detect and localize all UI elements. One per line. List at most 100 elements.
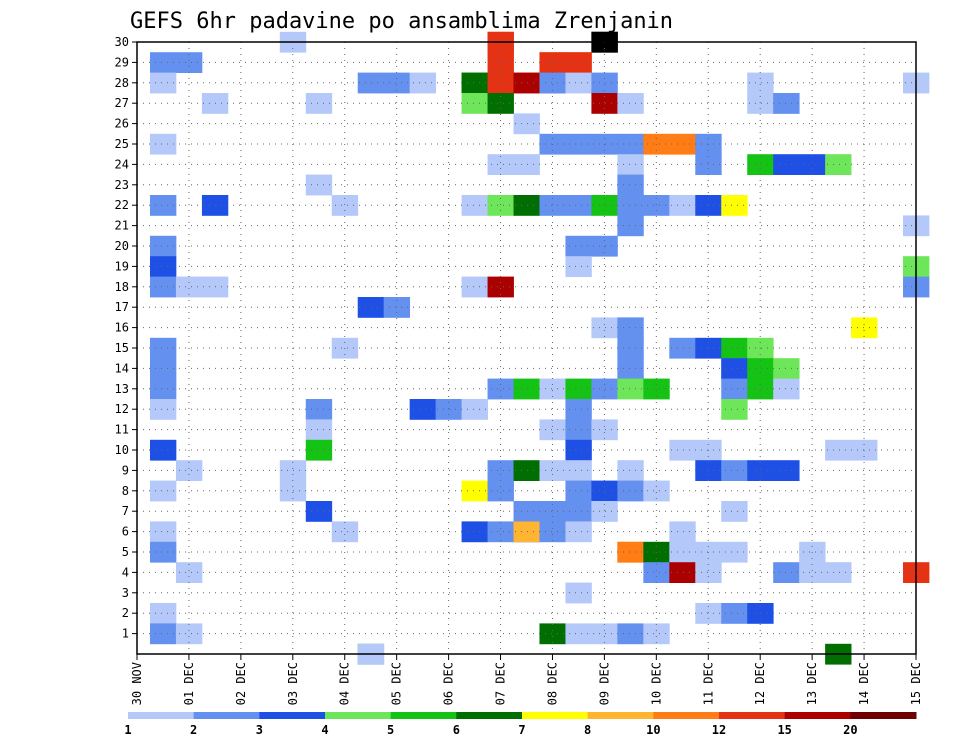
heatmap-cell — [383, 297, 411, 318]
y-tick-label: 12 — [115, 402, 129, 416]
heatmap-cell — [565, 399, 592, 420]
legend-swatch — [784, 712, 851, 719]
heatmap-cell — [539, 52, 566, 73]
y-tick-label: 16 — [115, 321, 129, 335]
heatmap-cell — [539, 521, 566, 543]
x-tick-label: 11 DEC — [701, 662, 715, 705]
heatmap-cell — [643, 562, 670, 583]
legend-label: 1 — [124, 723, 131, 737]
x-tick-label: 14 DEC — [857, 662, 871, 705]
heatmap-cell — [305, 439, 333, 461]
heatmap-cell — [149, 72, 177, 94]
heatmap-cell — [487, 378, 514, 400]
heatmap-cell — [565, 501, 592, 522]
y-tick-label: 20 — [115, 239, 129, 253]
heatmap-cell — [149, 480, 177, 502]
heatmap-cell — [149, 399, 177, 420]
y-tick-label: 18 — [115, 280, 129, 294]
heatmap-cell — [565, 52, 592, 73]
heatmap-cell — [513, 154, 540, 175]
heatmap-cell — [175, 52, 203, 73]
heatmap-cell — [305, 174, 333, 196]
heatmap-cell — [513, 521, 540, 543]
heatmap-cell — [591, 480, 618, 502]
x-tick-label: 30 NOV — [130, 662, 144, 705]
heatmap-cell — [643, 480, 670, 502]
heatmap-cell — [617, 317, 644, 339]
legend-swatch — [193, 712, 260, 719]
heatmap-cell — [539, 195, 566, 216]
heatmap-cell — [461, 276, 488, 298]
heatmap-cell — [851, 317, 878, 339]
heatmap-cell — [695, 154, 722, 175]
heatmap-cell — [149, 256, 177, 277]
heatmap-cell — [617, 215, 644, 237]
x-tick-label: 10 DEC — [649, 662, 663, 705]
heatmap-cell — [461, 93, 488, 114]
heatmap-cell — [331, 521, 359, 543]
grid-layer — [137, 42, 916, 654]
heatmap-cell — [539, 501, 566, 522]
heatmap-cell — [721, 603, 748, 624]
heatmap-cell — [591, 195, 618, 216]
legend-label: 20 — [843, 723, 857, 737]
legend-label: 4 — [321, 723, 328, 737]
heatmap-cell — [747, 603, 774, 624]
y-tick-label: 23 — [115, 178, 129, 192]
heatmap-cell — [695, 195, 722, 216]
heatmap-cell — [591, 93, 618, 114]
legend-swatch — [390, 712, 457, 719]
y-tick-label: 5 — [122, 545, 129, 559]
y-tick-label: 27 — [115, 96, 129, 110]
heatmap-cell — [669, 337, 696, 359]
heatmap-cell — [799, 154, 826, 175]
legend-swatch — [719, 712, 786, 719]
heatmap-cell — [773, 460, 800, 481]
legend-label: 2 — [190, 723, 197, 737]
y-tick-label: 24 — [115, 157, 129, 171]
y-tick-label: 3 — [122, 586, 129, 600]
heatmap-cell — [435, 399, 462, 420]
heatmap-cell — [513, 195, 540, 216]
y-tick-label: 4 — [122, 565, 129, 579]
heatmap-cell — [669, 562, 696, 583]
heatmap-cell — [721, 399, 748, 420]
heatmap-cell — [643, 378, 670, 400]
heatmap-cell — [591, 419, 618, 441]
y-tick-label: 26 — [115, 117, 129, 131]
heatmap-cell — [487, 154, 514, 175]
y-tick-label: 17 — [115, 300, 129, 314]
heatmap-cell — [565, 235, 592, 257]
x-tick-label: 01 DEC — [182, 662, 196, 705]
heatmap-cell — [565, 378, 592, 400]
heatmap-cell — [461, 72, 488, 94]
heatmap-cell — [799, 562, 826, 583]
y-tick-label: 13 — [115, 382, 129, 396]
legend-label: 5 — [387, 723, 394, 737]
heatmap-cell — [175, 276, 203, 298]
heatmap-cell — [721, 337, 748, 359]
heatmap-cell — [149, 439, 177, 461]
legend-swatch — [325, 712, 392, 719]
heatmap-cell — [487, 276, 514, 298]
heatmap-cell — [487, 521, 514, 543]
heatmap-cell — [617, 460, 644, 481]
heatmap-cell — [487, 72, 514, 94]
heatmap-cell — [383, 72, 411, 94]
x-tick-label: 15 DEC — [909, 662, 923, 705]
x-tick-label: 13 DEC — [805, 662, 819, 705]
heatmap-cell — [617, 133, 644, 155]
heatmap-cell — [695, 562, 722, 583]
heatmap-cell — [565, 460, 592, 481]
heatmap-cell — [773, 154, 800, 175]
heatmap-cell — [617, 541, 644, 563]
heatmap-cell — [461, 521, 488, 543]
legend-swatch — [653, 712, 720, 719]
heatmap-cell — [149, 358, 177, 379]
y-tick-label: 21 — [115, 219, 129, 233]
heatmap-cell — [487, 93, 514, 114]
heatmap-cell — [539, 460, 566, 481]
legend: 1 2 3 4 5 6 7 8 10 12 15 20 — [124, 712, 917, 737]
heatmap-cell — [149, 195, 177, 216]
